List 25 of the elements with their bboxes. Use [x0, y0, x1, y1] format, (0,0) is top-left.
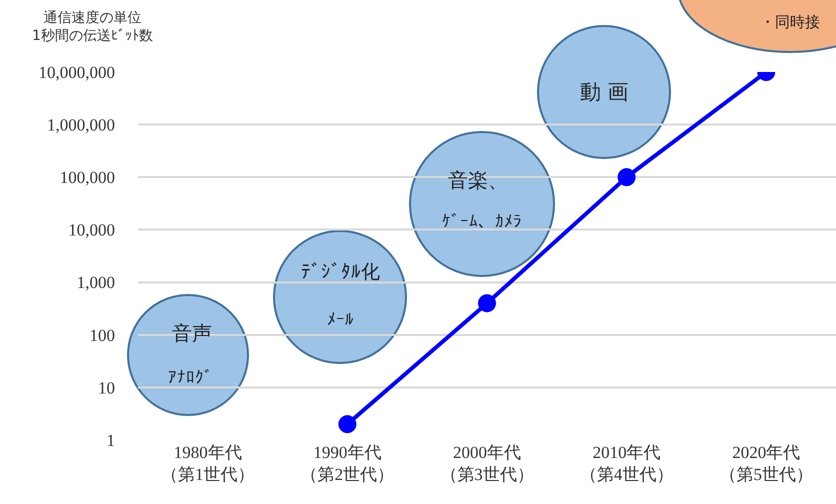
- x-tick-label: 2000年代（第3世代）: [440, 443, 534, 484]
- y-tick-label: 10,000,000: [38, 62, 115, 82]
- y-tick-label: 1: [106, 430, 115, 450]
- annotation: ﾃﾞｼﾞﾀﾙ化: [301, 261, 380, 283]
- y-tick-label: 10,000: [68, 220, 115, 240]
- point: [618, 168, 636, 186]
- y-tick-label: 100: [90, 326, 115, 345]
- annotation: 動 画: [580, 80, 629, 104]
- annotation: 音楽、: [448, 168, 508, 192]
- y-tick-label: 10: [98, 378, 115, 398]
- x-tick-label: 2010年代（第4世代）: [580, 443, 674, 484]
- point: [478, 294, 496, 312]
- x-tick-label: 1980年代（第1世代）: [161, 443, 255, 484]
- annotation: ﾒｰﾙ: [327, 310, 354, 330]
- y-tick-label: 1,000,000: [47, 116, 115, 135]
- annotation: 音声: [172, 321, 212, 345]
- x-tick-label: 2020年代（第5世代）: [719, 443, 813, 484]
- annotation: ｹﾞｰﾑ、ｶﾒﾗ: [442, 212, 522, 232]
- y-axis-title: 通信速度の単位 1秒間の伝送ﾋﾞｯﾄ数: [32, 10, 153, 44]
- text: ・同時接: [760, 13, 820, 31]
- point: [338, 415, 356, 434]
- y-tick-label: 1,000: [76, 273, 115, 292]
- y-tick-label: 100,000: [60, 168, 115, 188]
- annotation: ｱﾅﾛｸﾞ: [168, 368, 213, 388]
- x-tick-label: 1990年代（第2世代）: [300, 443, 394, 484]
